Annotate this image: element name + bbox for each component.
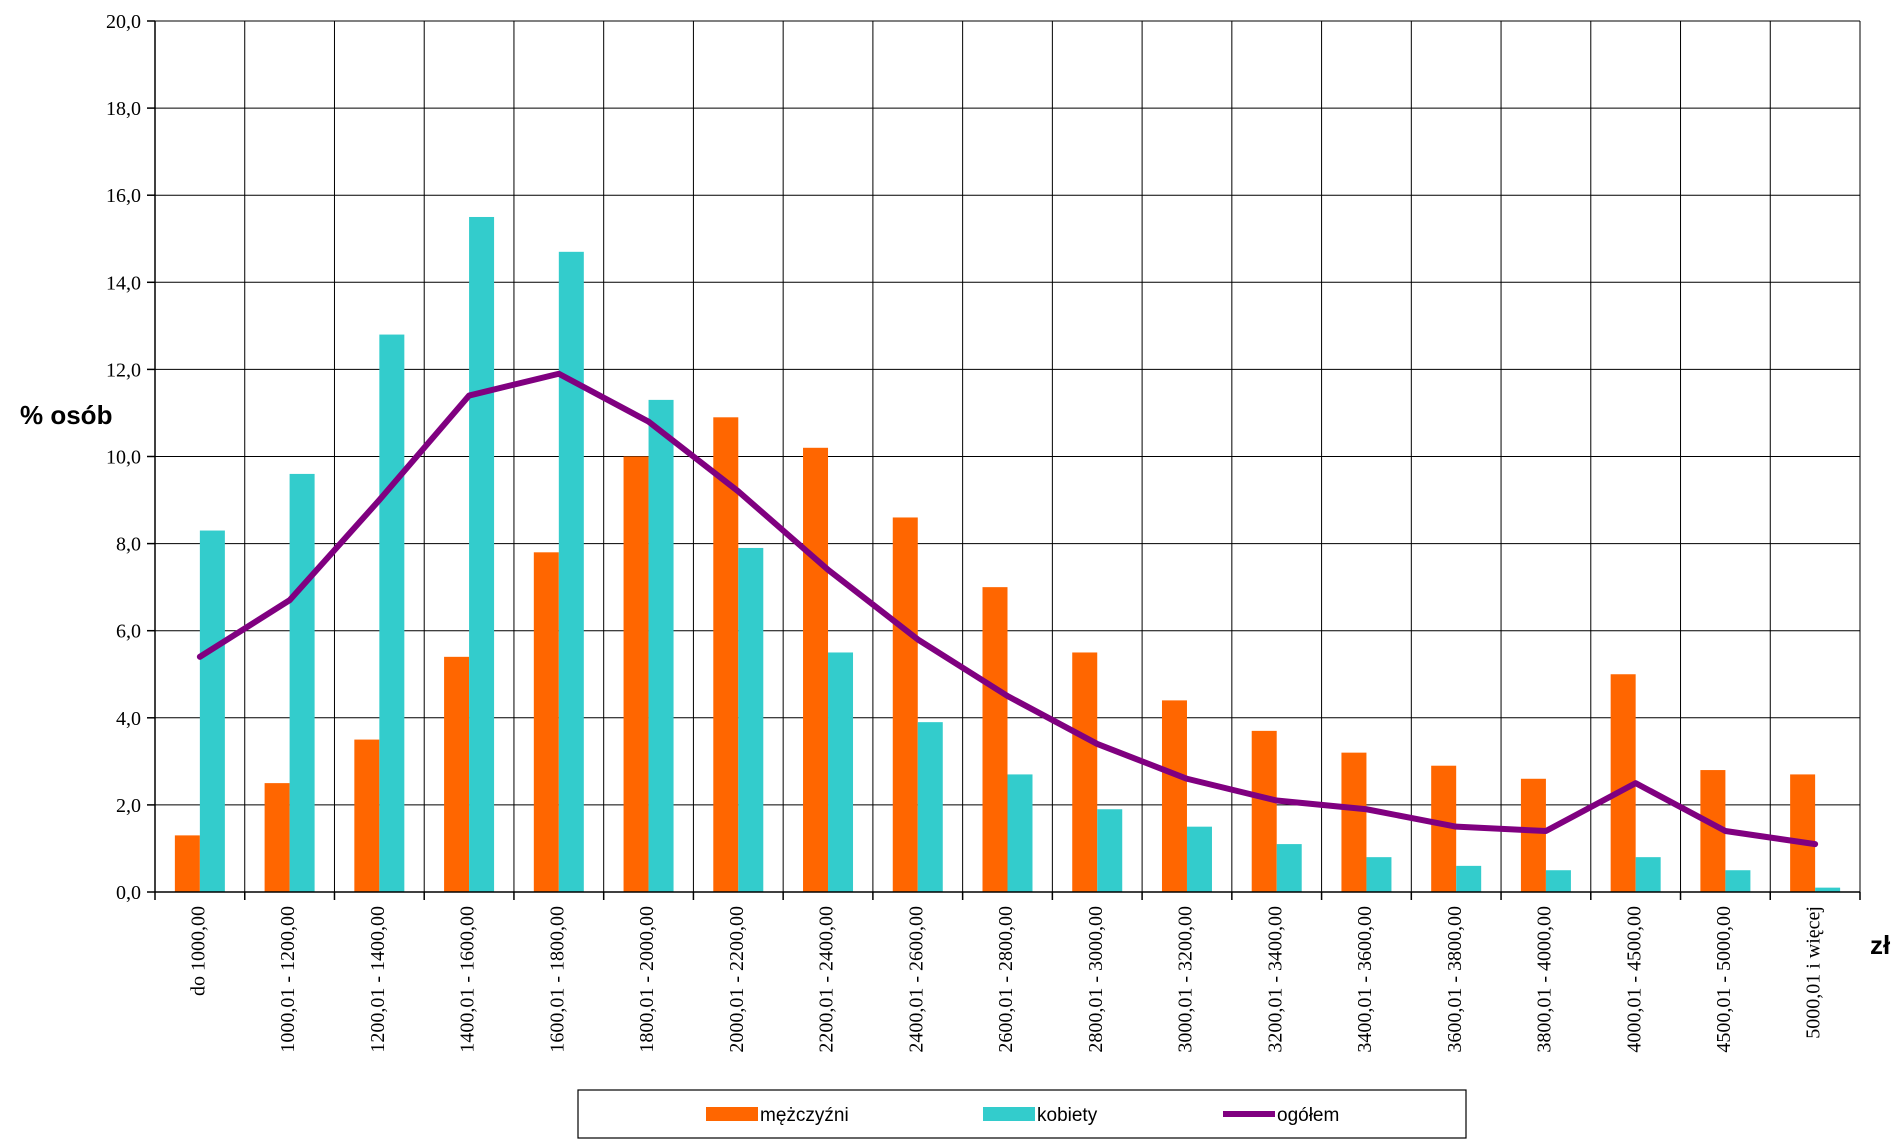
- x-tick-label: 2800,01 - 3000,00: [1085, 906, 1107, 1053]
- bar-kobiety: [289, 473, 315, 892]
- y-axis-label: % osób: [20, 400, 112, 430]
- legend-item: ogółem: [1223, 1105, 1339, 1126]
- bar-mezczyzni: [444, 656, 470, 892]
- grid: [155, 20, 1861, 893]
- legend-label: mężczyźni: [760, 1105, 849, 1126]
- bar-mezczyzni: [354, 739, 380, 892]
- x-tick-label: 3000,01 - 3200,00: [1175, 906, 1197, 1053]
- bar-mezczyzni: [713, 417, 739, 892]
- y-tick-label: 18,0: [106, 98, 141, 120]
- legend-label: ogółem: [1277, 1105, 1339, 1126]
- x-tick-label: do 1000,00: [187, 906, 209, 996]
- bar-mezczyzni: [1341, 752, 1367, 892]
- x-tick-label: 3200,01 - 3400,00: [1264, 906, 1286, 1053]
- x-tick-label: 3800,01 - 4000,00: [1534, 906, 1556, 1053]
- bar-kobiety: [469, 216, 495, 893]
- x-tick-label: 1600,01 - 1800,00: [546, 906, 568, 1053]
- bar-kobiety: [1007, 774, 1033, 892]
- x-tick-label: 2400,01 - 2600,00: [905, 906, 927, 1053]
- x-axis-label: zł: [1870, 930, 1891, 960]
- x-tick-label: 3400,01 - 3600,00: [1354, 906, 1376, 1053]
- bar-mezczyzni: [264, 783, 290, 892]
- x-tick-label: 2200,01 - 2400,00: [816, 906, 838, 1053]
- bar-mezczyzni: [982, 587, 1008, 892]
- bar-kobiety: [828, 652, 854, 892]
- bar-kobiety: [1725, 870, 1751, 892]
- bar-kobiety: [648, 399, 674, 892]
- x-tick-label: 1200,01 - 1400,00: [367, 906, 389, 1053]
- axes: [147, 20, 1861, 900]
- x-tick-labels: do 1000,00 1000,01 - 1200,00 1200,01 - 140…: [187, 906, 1824, 1053]
- x-tick-label: 4500,01 - 5000,00: [1713, 906, 1735, 1053]
- x-tick-label: 2600,01 - 2800,00: [995, 906, 1017, 1053]
- legend-item: kobiety: [983, 1105, 1098, 1126]
- bar-kobiety: [1635, 857, 1661, 892]
- bar-kobiety: [199, 530, 225, 892]
- bar-kobiety: [1545, 870, 1571, 892]
- bar-mezczyzni: [623, 456, 649, 892]
- y-tick-label: 8,0: [116, 534, 141, 556]
- legend-label: kobiety: [1037, 1105, 1098, 1126]
- x-tick-label: 3600,01 - 3800,00: [1444, 906, 1466, 1053]
- y-tick-label: 20,0: [106, 11, 141, 33]
- x-tick-label: 5000,01 i więcej: [1803, 906, 1825, 1039]
- bar-kobiety: [1276, 844, 1302, 892]
- bar-kobiety: [1186, 826, 1212, 892]
- x-tick-label: 1400,01 - 1600,00: [457, 906, 479, 1053]
- y-tick-label: 0,0: [116, 882, 141, 904]
- bar-mezczyzni: [803, 447, 829, 892]
- line-ogolem: [196, 370, 1819, 848]
- legend-swatch: [706, 1107, 758, 1121]
- bar-mezczyzni: [1072, 652, 1098, 892]
- bar-kobiety: [738, 547, 764, 892]
- y-tick-label: 4,0: [116, 708, 141, 730]
- x-tick-label: 2000,01 - 2200,00: [726, 906, 748, 1053]
- bar-mezczyzni: [1520, 778, 1546, 892]
- bars: [174, 216, 1841, 893]
- x-tick-label: 1000,01 - 1200,00: [277, 906, 299, 1053]
- y-tick-label: 16,0: [106, 185, 141, 207]
- bar-kobiety: [1815, 887, 1841, 892]
- x-tick-label: 4000,01 - 4500,00: [1623, 906, 1645, 1053]
- y-tick-label: 10,0: [106, 447, 141, 469]
- bar-kobiety: [917, 722, 943, 892]
- y-tick-labels: 0,0 2,0 4,0 6,0 8,0 10,0 12,0 14,0 16,0 18,0 20,0: [106, 11, 141, 904]
- y-tick-label: 14,0: [106, 272, 141, 294]
- y-tick-label: 2,0: [116, 795, 141, 817]
- bar-kobiety: [1456, 865, 1482, 892]
- legend: mężczyźni kobiety ogółem: [577, 1089, 1467, 1139]
- bar-mezczyzni: [1161, 700, 1187, 892]
- bar-mezczyzni: [1790, 774, 1816, 892]
- x-tick-label: 1800,01 - 2000,00: [636, 906, 658, 1053]
- bar-mezczyzni: [1251, 730, 1277, 892]
- y-tick-label: 12,0: [106, 359, 141, 381]
- bar-mezczyzni: [892, 517, 918, 892]
- legend-item: mężczyźni: [706, 1105, 849, 1126]
- bar-mezczyzni: [174, 835, 200, 892]
- y-tick-label: 6,0: [116, 621, 141, 643]
- bar-kobiety: [1366, 857, 1392, 892]
- bar-kobiety: [1097, 809, 1123, 892]
- line-layer: [196, 370, 1819, 848]
- bar-kobiety: [558, 251, 584, 892]
- bar-kobiety: [379, 334, 405, 892]
- bar-mezczyzni: [533, 552, 559, 892]
- legend-swatch: [983, 1107, 1035, 1121]
